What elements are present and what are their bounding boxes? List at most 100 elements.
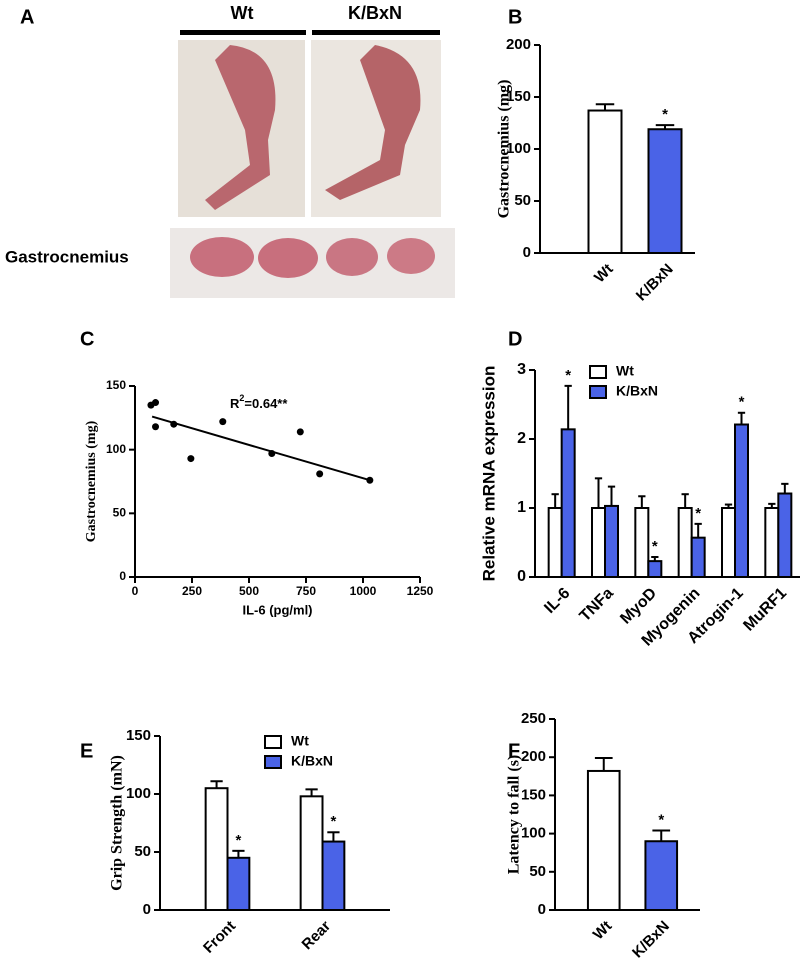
y-tick-label: 100 bbox=[106, 442, 126, 456]
bar bbox=[299, 795, 324, 912]
tissue bbox=[258, 238, 318, 278]
photo-caption: Gastrocnemius bbox=[5, 247, 129, 266]
bar bbox=[777, 492, 793, 579]
tissue bbox=[190, 237, 254, 277]
point bbox=[187, 455, 195, 463]
y-tick-label: 150 bbox=[126, 727, 151, 744]
annotation-text: =0.64** bbox=[244, 396, 288, 411]
x-axis-label: IL-6 (pg/ml) bbox=[242, 602, 312, 617]
bar bbox=[226, 856, 251, 911]
bar bbox=[547, 507, 563, 578]
y-axis-label: Relative mRNA expression bbox=[479, 366, 498, 582]
y-tick-label: 0 bbox=[538, 901, 546, 918]
y-tick-label: 100 bbox=[521, 825, 546, 842]
y-tick-label: 0 bbox=[523, 244, 531, 261]
bar bbox=[591, 507, 606, 578]
point bbox=[296, 428, 304, 436]
point bbox=[170, 420, 178, 428]
x-tick-label: Wt bbox=[591, 261, 617, 287]
y-tick-label: 100 bbox=[506, 140, 531, 157]
bar bbox=[604, 504, 619, 578]
y-tick-label: 250 bbox=[521, 710, 546, 727]
bar bbox=[721, 507, 736, 578]
x-tick-label: TNFa bbox=[577, 585, 617, 625]
x-tick-label: Front bbox=[200, 918, 239, 957]
y-tick-label: 2 bbox=[517, 430, 526, 447]
significance: * bbox=[658, 812, 664, 829]
point bbox=[152, 423, 160, 431]
x-tick-label: 500 bbox=[239, 584, 259, 598]
y-tick-label: 100 bbox=[126, 785, 151, 802]
legend-label: Wt bbox=[616, 363, 634, 379]
x-tick-label: IL-6 bbox=[541, 585, 573, 617]
annotation: R2=0.64** bbox=[230, 393, 288, 411]
point bbox=[268, 449, 276, 457]
significance: * bbox=[652, 538, 658, 555]
y-tick-label: 0 bbox=[119, 569, 126, 583]
column-bar bbox=[312, 30, 440, 35]
x-tick-label: MuRF1 bbox=[740, 585, 790, 635]
y-tick-label: 150 bbox=[106, 378, 126, 392]
panel-label: F bbox=[508, 740, 520, 762]
y-axis-label: Latency to fall (s) bbox=[506, 755, 523, 875]
panel-label: A bbox=[20, 6, 34, 28]
annotation-text: R bbox=[230, 396, 240, 411]
y-tick-label: 50 bbox=[113, 506, 127, 520]
panel-label: C bbox=[80, 328, 94, 350]
y-tick-label: 50 bbox=[514, 192, 531, 209]
point bbox=[152, 399, 160, 407]
bar bbox=[204, 787, 229, 912]
annotation-sup: 2 bbox=[239, 393, 244, 403]
tissue bbox=[387, 238, 435, 274]
y-tick-label: 150 bbox=[506, 88, 531, 105]
y-tick-label: 0 bbox=[517, 568, 526, 585]
significance: * bbox=[739, 394, 745, 411]
y-tick-label: 200 bbox=[506, 36, 531, 53]
bar bbox=[321, 840, 346, 911]
significance: * bbox=[331, 813, 337, 830]
x-tick-label: 750 bbox=[296, 584, 316, 598]
legend-label: K/BxN bbox=[291, 753, 333, 769]
bar bbox=[647, 560, 663, 579]
column-bar bbox=[180, 30, 306, 35]
y-tick-label: 0 bbox=[143, 901, 151, 918]
panel-a: A Wt K/BxN Gastrocnemius bbox=[5, 3, 455, 298]
column-label: K/BxN bbox=[348, 3, 402, 23]
bar bbox=[690, 536, 706, 578]
legend-swatch bbox=[264, 755, 282, 769]
point bbox=[366, 476, 374, 484]
significance: * bbox=[236, 832, 242, 849]
y-axis-label: Grip Strength (mN) bbox=[109, 755, 126, 891]
bar bbox=[587, 109, 623, 254]
y-tick-label: 1 bbox=[517, 499, 526, 516]
y-tick-label: 150 bbox=[521, 786, 546, 803]
fit-line bbox=[151, 415, 371, 482]
legend-swatch bbox=[264, 735, 282, 749]
bar bbox=[586, 769, 621, 912]
x-tick-label: K/BxN bbox=[629, 918, 673, 962]
y-tick-label: 50 bbox=[134, 843, 151, 860]
x-tick-label: 250 bbox=[182, 584, 202, 598]
y-tick-label: 200 bbox=[521, 748, 546, 765]
panel-label: D bbox=[508, 328, 522, 350]
x-tick-label: 1250 bbox=[407, 584, 434, 598]
y-tick-label: 3 bbox=[517, 361, 526, 378]
x-tick-label: K/BxN bbox=[633, 261, 677, 305]
significance: * bbox=[695, 505, 701, 522]
bar bbox=[560, 428, 576, 578]
significance: * bbox=[565, 367, 571, 384]
legend-swatch bbox=[589, 365, 607, 379]
panel-label: B bbox=[508, 6, 522, 28]
panel-label: E bbox=[80, 740, 93, 762]
y-axis-label: Gastrocnemius (mg) bbox=[496, 80, 513, 219]
photo-muscle bbox=[325, 45, 421, 200]
x-tick-label: Rear bbox=[299, 918, 335, 954]
bar bbox=[677, 507, 693, 578]
point bbox=[219, 418, 227, 426]
tissue bbox=[326, 238, 378, 276]
x-tick-label: 0 bbox=[132, 584, 139, 598]
legend-swatch bbox=[589, 385, 607, 399]
point bbox=[316, 470, 324, 478]
legend-label: K/BxN bbox=[616, 383, 658, 399]
